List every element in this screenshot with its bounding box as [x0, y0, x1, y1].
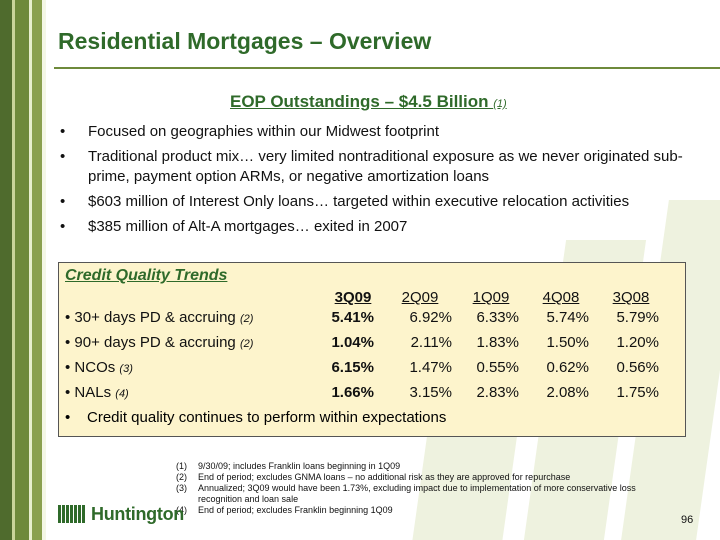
- table-cell: 6.33%: [476, 309, 519, 326]
- column-header: 2Q09: [401, 289, 439, 306]
- table-row: • NALs (4) 1.66% 3.15% 2.83% 2.08% 1.75%: [59, 384, 687, 406]
- table-row: • 30+ days PD & accruing (2) 5.41% 6.92%…: [59, 309, 687, 331]
- row-label: • 90+ days PD & accruing (2): [65, 334, 254, 351]
- bullet-item: $603 million of Interest Only loans… tar…: [60, 192, 700, 212]
- table-cell: 1.47%: [409, 359, 452, 376]
- footnote-item: (1) 9/30/09; includes Franklin loans begi…: [176, 461, 676, 472]
- footnote-item: (4) End of period; excludes Franklin begi…: [176, 505, 676, 516]
- column-header: 4Q08: [542, 289, 580, 306]
- table-row: • 90+ days PD & accruing (2) 1.04% 2.11%…: [59, 334, 687, 356]
- footnote-text: End of period; excludes Franklin beginni…: [198, 505, 393, 515]
- bullet-item: $385 million of Alt-A mortgages… exited …: [60, 217, 700, 237]
- table-cell: 1.75%: [616, 384, 659, 401]
- footnote-number: (2): [176, 472, 187, 482]
- footnote-text: End of period; excludes GNMA loans – no …: [198, 472, 571, 482]
- row-label-text: NALs: [74, 384, 116, 401]
- row-label-text: NCOs: [74, 359, 120, 376]
- footnote-number: (4): [176, 505, 187, 515]
- table-cell: 1.20%: [616, 334, 659, 351]
- decor-stripe: [12, 0, 15, 540]
- row-footnote: (2): [239, 313, 254, 325]
- decor-stripe: [29, 0, 32, 540]
- row-label: • NCOs (3): [65, 359, 133, 376]
- row-footnote: (3): [119, 363, 133, 375]
- table-cell: 5.41%: [331, 309, 374, 326]
- footnote-item: (3) Annualized; 3Q09 would have been 1.73…: [176, 483, 676, 505]
- column-header: 3Q09: [334, 289, 372, 306]
- column-header: 3Q08: [612, 289, 650, 306]
- table-cell: 2.83%: [476, 384, 519, 401]
- table-cell: 5.79%: [616, 309, 659, 326]
- footnotes: (1) 9/30/09; includes Franklin loans begi…: [176, 461, 676, 516]
- subtitle-text: EOP Outstandings – $4.5 Billion: [230, 92, 494, 111]
- table-cell: 0.62%: [546, 359, 589, 376]
- row-label-text: 30+ days PD & accruing: [74, 309, 240, 326]
- page-title: Residential Mortgages – Overview: [58, 28, 432, 54]
- table-cell: 1.04%: [331, 334, 374, 351]
- credit-quality-box: Credit Quality Trends 3Q09 2Q09 1Q09 4Q0…: [58, 262, 686, 437]
- footnote-item: (2) End of period; excludes GNMA loans – …: [176, 472, 676, 483]
- table-cell: 1.50%: [546, 334, 589, 351]
- table-cell: 0.55%: [476, 359, 519, 376]
- table-cell: 5.74%: [546, 309, 589, 326]
- subtitle-footnote: (1): [493, 98, 507, 110]
- logo-text: Huntington: [91, 503, 184, 524]
- table-cell: 1.66%: [331, 384, 374, 401]
- table-cell: 1.83%: [476, 334, 519, 351]
- row-label: • 30+ days PD & accruing (2): [65, 309, 254, 326]
- section-subtitle: EOP Outstandings – $4.5 Billion (1): [230, 92, 507, 112]
- table-cell: 0.56%: [616, 359, 659, 376]
- bullet-item: Focused on geographies within our Midwes…: [60, 122, 700, 142]
- bullet-list: Focused on geographies within our Midwes…: [60, 122, 700, 242]
- row-label-text: 90+ days PD & accruing: [74, 334, 240, 351]
- row-footnote: (4): [115, 388, 129, 400]
- logo-mark-icon: [58, 505, 85, 523]
- row-footnote: (2): [239, 338, 254, 350]
- footnote-text: Annualized; 3Q09 would have been 1.73%, …: [198, 483, 636, 504]
- credit-quality-note: Credit quality continues to perform with…: [65, 409, 446, 426]
- company-logo: Huntington: [58, 503, 184, 525]
- title-divider: [54, 67, 720, 69]
- bullet-item: Traditional product mix… very limited no…: [60, 147, 700, 187]
- table-cell: 6.15%: [331, 359, 374, 376]
- table-cell: 2.08%: [546, 384, 589, 401]
- row-label: • NALs (4): [65, 384, 129, 401]
- footnote-text: 9/30/09; includes Franklin loans beginni…: [198, 461, 401, 471]
- table-cell: 2.11%: [410, 334, 452, 351]
- decor-stripe: [0, 0, 12, 540]
- credit-quality-title: Credit Quality Trends: [65, 267, 228, 284]
- table-row: • NCOs (3) 6.15% 1.47% 0.55% 0.62% 0.56%: [59, 359, 687, 381]
- decor-stripe: [32, 0, 42, 540]
- table-cell: 6.92%: [409, 309, 452, 326]
- decor-stripe: [42, 0, 46, 540]
- footnote-number: (1): [176, 461, 187, 471]
- decor-stripe: [15, 0, 29, 540]
- page-number: 96: [681, 514, 694, 526]
- credit-quality-header-row: 3Q09 2Q09 1Q09 4Q08 3Q08: [59, 289, 687, 311]
- table-cell: 3.15%: [409, 384, 452, 401]
- column-header: 1Q09: [472, 289, 510, 306]
- footnote-number: (3): [176, 483, 187, 493]
